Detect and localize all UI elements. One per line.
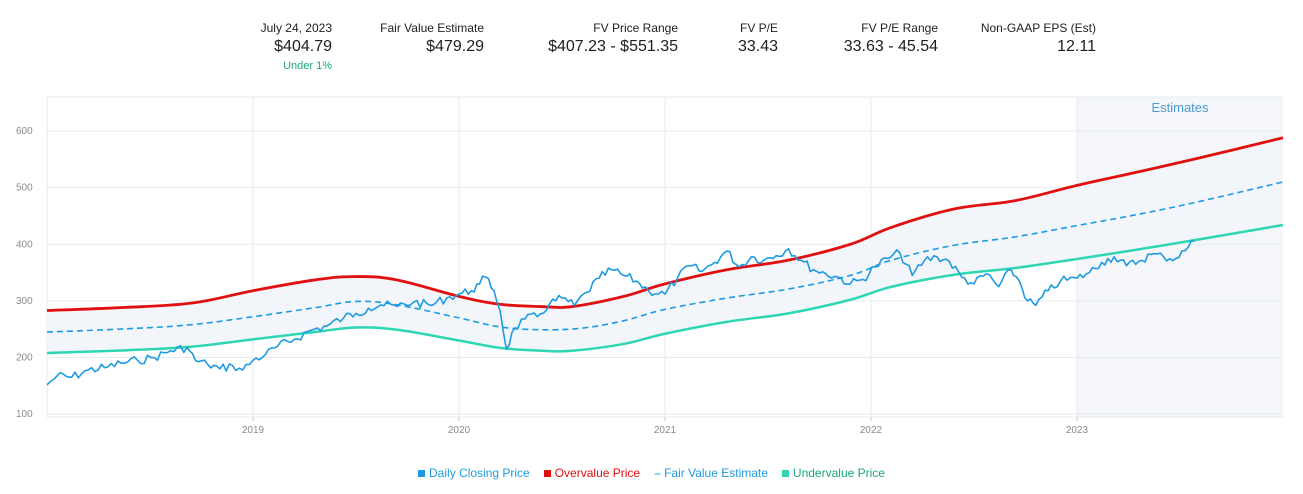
y-tick-label: 400 <box>16 239 33 250</box>
stat-fv-price-range: FV Price Range $407.23 - $551.35 <box>528 20 678 58</box>
x-tick-label: 2023 <box>1066 425 1089 436</box>
daily-closing-price-line <box>46 240 1195 386</box>
valuation-band <box>47 137 1283 353</box>
legend-item-undervalue-price[interactable]: Undervalue Price <box>781 466 885 480</box>
undervalue-price-line <box>46 223 1284 355</box>
stat-non-gaap-eps: Non-GAAP EPS (Est) 12.11 <box>966 20 1096 58</box>
legend-item-fair-value-estimate[interactable]: -- Fair Value Estimate <box>654 466 768 480</box>
legend-item-daily-closing-price[interactable]: Daily Closing Price <box>418 466 530 480</box>
legend-label: Overvalue Price <box>554 466 641 480</box>
chart-legend: Daily Closing Price Overvalue Price -- F… <box>0 466 1303 480</box>
fair-value-estimate-line <box>46 181 1284 333</box>
stat-label: July 24, 2023 <box>260 21 332 35</box>
stat-value: $407.23 - $551.35 <box>548 38 678 55</box>
stat-status-badge: Under 1% <box>283 60 332 72</box>
legend-label: Undervalue Price <box>792 466 885 480</box>
stat-value: 33.63 - 45.54 <box>843 38 938 55</box>
stat-value: 33.43 <box>737 38 778 55</box>
stat-label: FV Price Range <box>593 21 678 35</box>
overvalue-price-line <box>46 136 1284 312</box>
stat-fv-pe-range: FV P/E Range 33.63 - 45.54 <box>818 20 938 58</box>
stat-label: Fair Value Estimate <box>380 21 484 35</box>
x-tick-label: 2019 <box>242 425 265 436</box>
stat-label: FV P/E <box>739 21 778 35</box>
y-tick-label: 300 <box>16 296 33 307</box>
stat-fair-value-estimate: Fair Value Estimate $479.29 <box>360 20 484 58</box>
legend-item-overvalue-price[interactable]: Overvalue Price <box>543 466 641 480</box>
y-tick-label: 600 <box>16 126 33 137</box>
stat-value: $479.29 <box>426 38 484 55</box>
y-tick-label: 200 <box>16 353 33 364</box>
legend-label: Daily Closing Price <box>429 466 530 480</box>
estimates-label: Estimates <box>1151 100 1209 115</box>
legend-dash-marker: -- <box>654 466 661 480</box>
stat-label: FV P/E Range <box>861 21 938 35</box>
stat-value: 12.11 <box>1057 38 1096 55</box>
legend-swatch <box>418 469 426 477</box>
x-tick-label: 2020 <box>448 425 471 436</box>
x-tick-label: 2021 <box>654 425 677 436</box>
legend-label: Fair Value Estimate <box>664 466 768 480</box>
legend-swatch <box>781 469 789 477</box>
legend-swatch <box>543 469 551 477</box>
stat-price-date: July 24, 2023 $404.79 Under 1% <box>228 20 332 74</box>
stat-value: $404.79 <box>274 38 332 55</box>
stat-fv-pe: FV P/E 33.43 <box>700 20 778 58</box>
y-tick-label: 100 <box>16 409 33 420</box>
y-tick-label: 500 <box>16 183 33 194</box>
x-tick-label: 2022 <box>860 425 883 436</box>
stat-label: Non-GAAP EPS (Est) <box>980 21 1096 35</box>
